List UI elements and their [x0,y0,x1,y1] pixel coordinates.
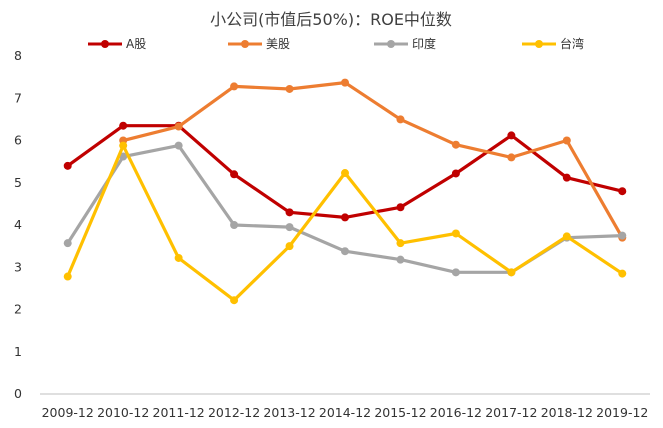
legend: A股 美股 印度 台湾 [88,36,584,51]
data-point [451,229,460,238]
series-4 [63,141,627,305]
data-point [562,136,571,145]
data-point [507,268,516,277]
chart-title: 小公司(市值后50%)：ROE中位数 [210,10,452,29]
data-point [618,269,627,278]
legend-label: 台湾 [560,36,584,51]
x-tick-label: 2011-12 [153,405,205,420]
data-point [285,208,294,217]
data-point [451,140,460,149]
legend-item: A股 [88,37,146,51]
series-1 [63,121,627,222]
x-tick-label: 2013-12 [263,405,315,420]
data-point [63,161,72,170]
series-2 [119,78,627,242]
data-point [285,242,294,251]
x-tick-label: 2017-12 [485,405,537,420]
data-point [507,131,516,140]
y-tick-label: 8 [14,48,22,63]
data-point [341,247,349,256]
x-tick-label: 2010-12 [97,405,149,420]
data-point [119,152,128,161]
data-point [119,121,128,130]
y-tick-label: 4 [14,217,22,232]
legend-item: 美股 [228,37,290,51]
y-axis-tick-labels: 0 1 2 3 4 5 6 7 8 [14,48,22,401]
data-point [174,253,183,262]
data-point [174,141,183,150]
y-tick-label: 6 [14,133,22,148]
data-point [63,272,72,281]
x-tick-label: 2019-12 [596,405,648,420]
x-tick-label: 2012-12 [208,405,260,420]
legend-item: 印度 [374,36,436,51]
x-axis-tick-labels: 2009-12 2010-12 2011-12 2012-12 2013-12 2014-… [42,405,649,420]
data-point [341,169,349,178]
data-point [174,122,183,131]
data-point [341,78,349,87]
legend-swatch-marker [101,40,109,48]
data-point [618,231,627,240]
data-point [230,170,239,179]
y-tick-label: 3 [14,259,22,274]
data-point [396,239,405,248]
data-point [230,82,239,91]
data-point [562,173,571,182]
x-tick-label: 2009-12 [42,405,94,420]
series-layer [63,78,627,305]
data-point [230,296,239,305]
data-point [230,221,239,229]
data-point [341,213,349,222]
series-line [66,144,624,302]
data-point [119,141,128,150]
data-point [396,255,405,264]
y-tick-label: 5 [14,175,22,190]
legend-item: 台湾 [522,36,584,51]
data-point [63,239,72,248]
data-point [562,232,571,241]
data-point [618,187,627,196]
y-tick-label: 1 [14,344,22,359]
data-point [285,84,294,93]
legend-swatch-marker [387,40,395,48]
x-tick-label: 2018-12 [541,405,593,420]
series-3 [63,141,627,277]
x-tick-label: 2016-12 [430,405,482,420]
data-point [451,268,460,277]
y-tick-label: 7 [14,90,22,105]
legend-swatch-marker [535,40,543,48]
legend-label: A股 [126,37,146,51]
legend-label: 印度 [412,36,436,51]
legend-label: 美股 [266,37,290,51]
legend-swatch-marker [241,40,249,48]
data-point [396,203,405,212]
data-point [507,153,516,162]
y-tick-label: 0 [14,386,22,401]
series-line [121,80,624,240]
x-tick-label: 2014-12 [319,405,371,420]
data-point [285,223,294,232]
x-tick-label: 2015-12 [374,405,426,420]
y-tick-label: 2 [14,302,22,317]
data-point [451,169,460,178]
data-point [396,115,405,124]
